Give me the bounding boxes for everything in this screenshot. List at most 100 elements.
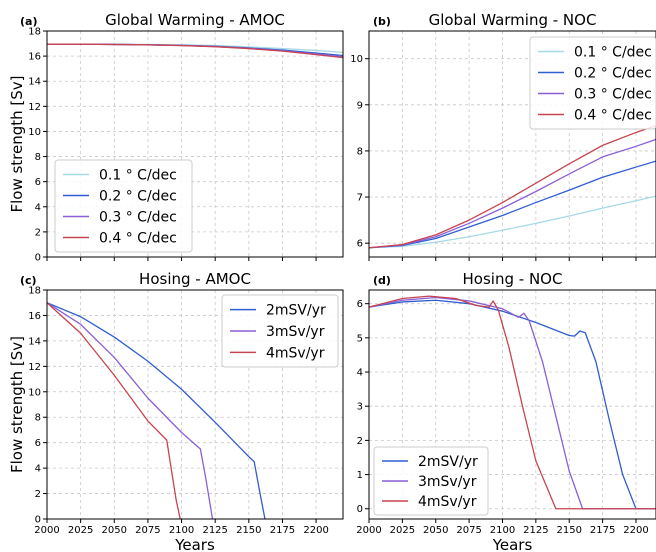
- x-tick-label: 2100: [169, 525, 194, 536]
- chart-title: Global Warming - NOC: [429, 11, 597, 29]
- x-tick-label: 2050: [423, 525, 448, 536]
- legend: 2mSV/yr 3mSv/yr 4mSv/yr: [373, 446, 489, 516]
- legend-box: [54, 159, 193, 253]
- y-axis-label: Flow strength [Sv]: [8, 75, 26, 212]
- legend-label: 0.4 ° C/dec: [99, 231, 177, 247]
- x-tick-label: 2075: [135, 525, 160, 536]
- x-tick-label: 2125: [523, 525, 548, 536]
- y-tick-label: 6: [35, 177, 41, 188]
- series-line-3: [47, 302, 181, 519]
- x-axis-label: Years: [492, 536, 533, 552]
- chart-title: Hosing - AMOC: [139, 270, 251, 288]
- legend-box: [373, 446, 489, 516]
- y-tick-label: 4: [35, 202, 41, 213]
- y-tick-label: 4: [357, 368, 363, 379]
- y-tick-label: 16: [28, 52, 41, 63]
- y-tick-label: 0: [357, 504, 363, 515]
- x-tick-label: 2200: [623, 525, 648, 536]
- y-tick-label: 9: [357, 100, 363, 111]
- y-tick-label: 2: [357, 436, 363, 447]
- legend-label: 3mSv/yr: [266, 324, 325, 340]
- y-tick-label: 2: [35, 489, 41, 500]
- panel-c: 2000 2025 2050 2075 2100 2125 2150 2175 2200 0 2 4 6…: [8, 270, 344, 552]
- y-tick-label: 14: [28, 336, 41, 347]
- y-tick-label: 4: [35, 464, 41, 475]
- legend-label: 0.2 ° C/dec: [99, 189, 177, 205]
- y-tick-label: 10: [28, 387, 41, 398]
- legend-label: 4mSv/yr: [266, 345, 325, 361]
- series-line-1: [47, 302, 266, 519]
- y-tick-label: 0: [35, 515, 41, 526]
- x-tick-label: 2075: [456, 525, 481, 536]
- y-tick-label: 7: [357, 193, 363, 204]
- legend-label: 0.1 ° C/dec: [99, 168, 177, 184]
- legend-box: [221, 294, 339, 368]
- y-tick-label: 6: [357, 239, 363, 250]
- y-tick-label: 5: [357, 333, 363, 344]
- legend-label: 0.2 ° C/dec: [574, 66, 652, 82]
- legend-label: 0.3 ° C/dec: [99, 210, 177, 226]
- x-tick-label: 2000: [34, 525, 59, 536]
- y-tick-label: 18: [28, 27, 41, 38]
- plot-frame: [368, 289, 656, 520]
- y-tick-label: 1: [357, 470, 363, 481]
- x-tick-label: 2175: [590, 525, 615, 536]
- series-line-4: [369, 124, 656, 249]
- x-tick-label: 2175: [270, 525, 295, 536]
- series-line-2: [369, 160, 656, 249]
- x-tick-label: 2100: [490, 525, 515, 536]
- series-line-1: [369, 195, 656, 249]
- y-tick-label: 12: [28, 102, 41, 113]
- x-tick-label: 2150: [557, 525, 582, 536]
- y-tick-label: 0: [35, 253, 41, 264]
- x-tick-label: 2125: [202, 525, 227, 536]
- x-tick-label: 2050: [102, 525, 127, 536]
- y-tick-label: 8: [35, 413, 41, 424]
- y-tick-label: 8: [35, 152, 41, 163]
- x-axis-label: Years: [174, 536, 215, 552]
- legend-label: 4mSv/yr: [418, 494, 477, 510]
- y-tick-label: 6: [35, 438, 41, 449]
- y-axis-label: Flow strength [Sv]: [8, 336, 26, 473]
- series-line-2: [47, 302, 214, 519]
- y-tick-label: 10: [28, 127, 41, 138]
- x-tick-label: 2000: [356, 525, 381, 536]
- chart-title: Global Warming - AMOC: [105, 11, 285, 29]
- legend-box: [529, 36, 656, 130]
- x-tick-label: 2025: [390, 525, 415, 536]
- x-tick-label: 2200: [303, 525, 328, 536]
- panel-b: 6 7 8 9 10 Global Warming - NOC (b) 0.1 ° C/dec…: [350, 11, 656, 261]
- y-tick-label: 2: [35, 227, 41, 238]
- plot-frame: [46, 30, 344, 258]
- panel-letter: (c): [20, 274, 37, 287]
- panel-a: 0 2 4 6 8 10 12 14 16 18 Global Warming - AMOC (a) F…: [8, 11, 344, 264]
- y-tick-label: 6: [357, 299, 363, 310]
- legend: 2mSV/yr 3mSv/yr 4mSv/yr: [221, 294, 339, 368]
- legend-label: 3mSv/yr: [418, 474, 477, 490]
- panel-letter: (a): [20, 15, 37, 28]
- legend: 0.1 ° C/dec 0.2 ° C/dec 0.3 ° C/dec 0.4 ° C…: [54, 159, 193, 253]
- y-tick-label: 8: [357, 146, 363, 157]
- legend: 0.1 ° C/dec 0.2 ° C/dec 0.3 ° C/dec 0.4 ° C…: [529, 36, 656, 130]
- legend-label: 2mSV/yr: [266, 303, 326, 319]
- legend-label: 0.4 ° C/dec: [574, 108, 652, 124]
- y-tick-label: 16: [28, 311, 41, 322]
- series-line-3: [369, 138, 656, 249]
- y-tick-label: 10: [350, 54, 363, 65]
- panel-d: 2000 2025 2050 2075 2100 2125 2150 2175 2200 0 1 2 3…: [356, 270, 656, 552]
- plot-frame: [368, 30, 656, 258]
- y-tick-label: 14: [28, 77, 41, 88]
- legend-label: 2mSV/yr: [418, 454, 478, 470]
- y-tick-label: 18: [28, 286, 41, 297]
- x-tick-label: 2150: [236, 525, 261, 536]
- plot-frame: [46, 289, 344, 520]
- chart-title: Hosing - NOC: [463, 270, 563, 288]
- y-tick-label: 3: [357, 402, 363, 413]
- y-tick-label: 12: [28, 362, 41, 373]
- series-line-4: [47, 43, 343, 59]
- legend-label: 0.1 ° C/dec: [574, 45, 652, 61]
- panel-letter: (d): [373, 274, 391, 287]
- x-tick-label: 2025: [68, 525, 93, 536]
- legend-label: 0.3 ° C/dec: [574, 87, 652, 103]
